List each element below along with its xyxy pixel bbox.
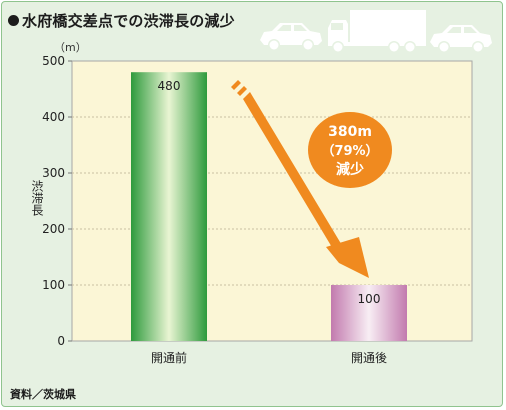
bar-value-label: 100 [358, 292, 381, 306]
x-tick-label: 開通後 [351, 351, 387, 365]
badge-line2: （79%） [321, 143, 378, 159]
y-tick-label: 400 [42, 110, 65, 124]
y-tick-label: 200 [42, 222, 65, 236]
y-unit-label: （m） [54, 41, 87, 54]
y-tick-label: 100 [42, 278, 65, 292]
car-icon [260, 23, 322, 51]
y-tick-label: 0 [57, 334, 65, 348]
bar [331, 285, 407, 341]
car-icon [430, 25, 492, 53]
source-note: 資料／茨城県 [10, 388, 76, 401]
chart-title: 水府橋交差点での渋滞長の減少 [8, 10, 235, 31]
bullet-icon [8, 15, 19, 26]
vehicle-illustration [260, 10, 492, 53]
y-tick-label: 300 [42, 166, 65, 180]
bar-value-label: 480 [158, 79, 181, 93]
badge-line1: 380m [328, 124, 372, 140]
bar [131, 72, 207, 341]
decrease-arrow [231, 80, 369, 278]
x-tick-label: 開通前 [151, 350, 187, 365]
y-tick-label: 500 [42, 54, 65, 68]
reduction-badge: 380m （79%） 減少 [308, 112, 392, 188]
badge-line3: 減少 [336, 161, 364, 178]
truck-icon [328, 10, 426, 53]
y-axis-label: 渋滞長 [30, 180, 44, 216]
chart-title-text: 水府橋交差点での渋滞長の減少 [22, 12, 235, 30]
